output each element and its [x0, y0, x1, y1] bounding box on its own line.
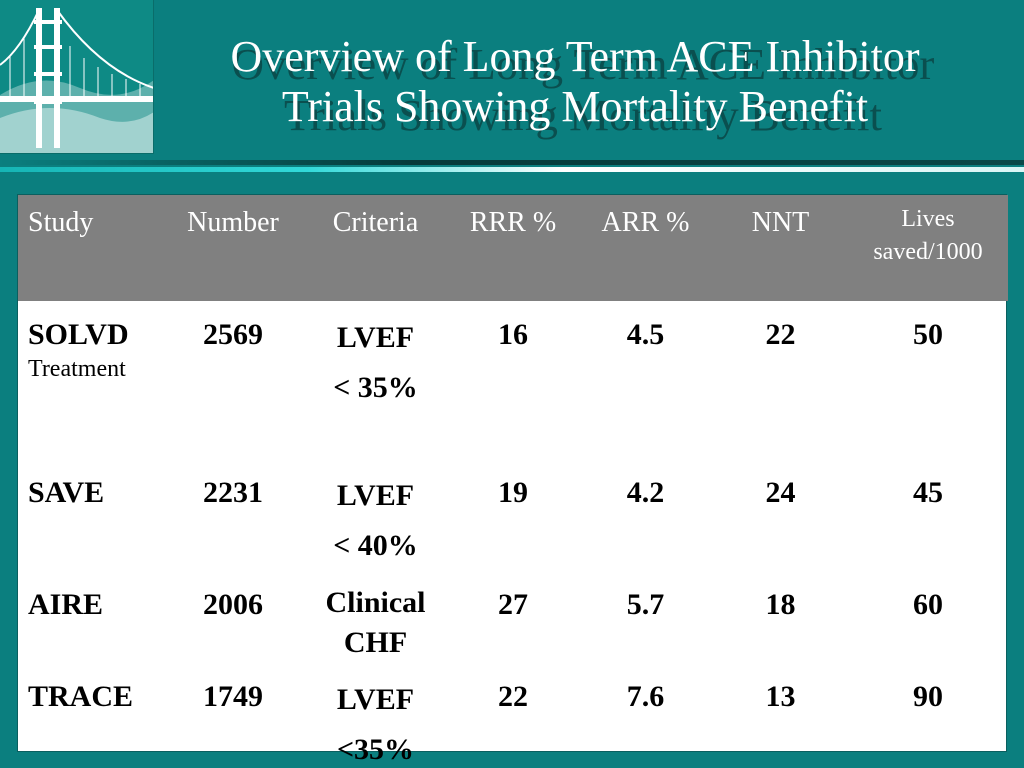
table-row: SOLVD Treatment 2569 LVEF < 35% 16 4.5 2… — [18, 301, 1008, 459]
trials-table: Study Number Criteria RRR % ARR % NNT Li… — [17, 194, 1008, 766]
cell-study: SOLVD Treatment — [18, 301, 163, 459]
cell-lives: 60 — [913, 588, 943, 621]
divider-light — [0, 167, 1024, 172]
cell-lives: 50 — [913, 318, 943, 351]
cell-rrr: 19 — [498, 476, 528, 509]
cell-rrr: 27 — [498, 588, 528, 621]
cell-arr: 5.7 — [626, 588, 665, 621]
header-lives-saved: Lives saved/1000 — [848, 195, 1008, 301]
cell-number: 1749 — [203, 680, 263, 713]
cell-arr: 7.6 — [626, 680, 665, 713]
divider-dark — [0, 160, 1024, 165]
table-row: SAVE 2231 LVEF < 40% 19 4.2 24 45 — [18, 459, 1008, 571]
title-line-1: Overview of Long Term ACE Inhibitor — [230, 32, 920, 81]
cell-nnt: 18 — [765, 588, 796, 621]
criteria-line-2: <35% — [336, 733, 415, 766]
criteria-line-2: < 40% — [333, 529, 418, 562]
cell-study: TRACE — [18, 663, 163, 768]
cell-nnt: 24 — [765, 476, 796, 509]
cell-criteria: LVEF <35% — [303, 663, 448, 768]
cell-arr: 4.2 — [626, 476, 665, 509]
header-lives-line-2: saved/1000 — [873, 239, 983, 265]
cell-study: SAVE — [18, 459, 163, 571]
table-row: AIRE 2006 Clinical CHF 27 5.7 18 60 — [18, 571, 1008, 663]
study-name: SAVE — [28, 476, 105, 509]
table-header-row: Study Number Criteria RRR % ARR % NNT Li… — [18, 195, 1008, 301]
header-study: Study — [28, 207, 94, 238]
cell-nnt: 22 — [765, 318, 796, 351]
criteria-line-2: < 35% — [333, 371, 418, 404]
title-shadow-line-2: Trials Showing Mortality Benefit — [283, 90, 882, 140]
criteria-line-1: LVEF — [336, 479, 415, 512]
criteria-line-2: CHF — [343, 626, 408, 659]
slide-title-shadow: Overview of Long Term ACE Inhibitor Tria… — [160, 39, 1007, 141]
cell-number: 2006 — [203, 588, 263, 621]
study-name: TRACE — [28, 680, 134, 713]
header-rrr: RRR % — [469, 207, 557, 238]
cell-rrr: 22 — [498, 680, 528, 713]
cell-study: AIRE — [18, 571, 163, 663]
cell-lives: 45 — [913, 476, 943, 509]
study-name: SOLVD — [28, 318, 129, 351]
trials-table-grid: Study Number Criteria RRR % ARR % NNT Li… — [18, 195, 1008, 768]
golden-gate-bridge-icon — [0, 0, 154, 154]
header-lives-line-1: Lives — [901, 206, 955, 232]
cell-arr: 4.5 — [626, 318, 665, 351]
slide-title-text: Overview of Long Term ACE Inhibitor Tria… — [160, 32, 990, 132]
header-number: Number — [187, 207, 279, 238]
criteria-line-1: Clinical — [325, 586, 426, 619]
cell-nnt: 13 — [765, 680, 796, 713]
criteria-line-1: LVEF — [336, 321, 415, 354]
title-line-2: Trials Showing Mortality Benefit — [281, 82, 869, 131]
study-name: AIRE — [28, 588, 104, 621]
cell-criteria: LVEF < 35% — [303, 301, 448, 459]
title-shadow-line-1: Overview of Long Term ACE Inhibitor — [231, 39, 935, 89]
cell-rrr: 16 — [498, 318, 528, 351]
criteria-line-1: LVEF — [336, 683, 415, 716]
cell-criteria: LVEF < 40% — [303, 459, 448, 571]
cell-number: 2569 — [203, 318, 263, 351]
cell-number: 2231 — [203, 476, 263, 509]
header-arr: ARR % — [601, 207, 690, 238]
table-row: TRACE 1749 LVEF <35% 22 7.6 13 90 — [18, 663, 1008, 768]
study-subtitle: Treatment — [28, 356, 126, 382]
header-nnt: NNT — [751, 207, 810, 238]
cell-lives: 90 — [913, 680, 943, 713]
slide-title: Overview of Long Term ACE Inhibitor Tria… — [160, 32, 990, 152]
header-criteria: Criteria — [332, 207, 419, 238]
cell-criteria: Clinical CHF — [303, 571, 448, 663]
